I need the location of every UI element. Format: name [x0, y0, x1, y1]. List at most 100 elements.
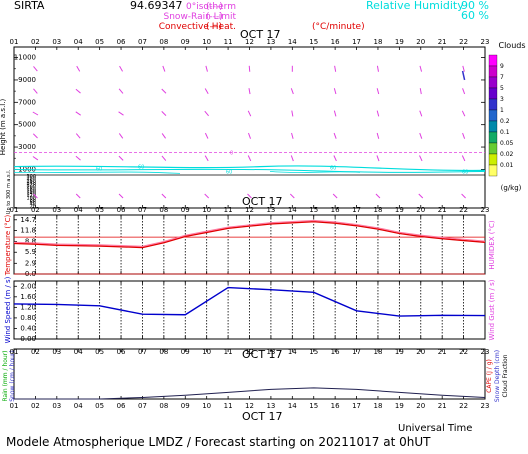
hour-label-bottom-20: 20	[416, 402, 425, 410]
hour-label-bottom-12: 12	[245, 402, 254, 410]
cloud-panel: Height (m a.s.l.)11000900070005000300010…	[0, 54, 486, 214]
hour-label-p4-20: 20	[416, 348, 425, 356]
temp-tick-2.9: 2.9	[25, 259, 36, 267]
hour-label-p4-15: 15	[309, 348, 318, 356]
colorbar-level-0.2: 0.2	[500, 118, 510, 125]
colorbar-swatch-8	[488, 142, 498, 155]
colorbar-level-3: 3	[500, 96, 504, 103]
hour-label-top-02: 02	[31, 38, 40, 46]
hour-label-p4-23: 23	[481, 348, 490, 356]
height-tick-11000: 11000	[14, 54, 36, 62]
wind-barb-2000-3	[75, 155, 81, 161]
wind-barb-10000-1	[33, 66, 38, 72]
temp-tick-8.8: 8.8	[25, 238, 36, 246]
snow-axis-label: Snow (cm / hour)	[9, 350, 16, 402]
wind-barb-2000-19	[419, 155, 423, 162]
hour-label-p4-07: 07	[138, 348, 147, 356]
hour-label-p4-01: 01	[10, 348, 19, 356]
height-low-tick-100: 100	[26, 195, 36, 201]
hour-label-p2-10: 10	[202, 206, 211, 214]
wind-barb-8000-19	[419, 88, 422, 95]
rain-panel: Rain (mm / hour) Snow (cm / hour) CAPE (J …	[2, 350, 509, 402]
wind-barb-4000-3	[75, 133, 81, 139]
hour-label-top-03: 03	[52, 38, 61, 46]
colorbar-swatch-4	[488, 98, 498, 111]
hour-label-top-21: 21	[438, 38, 447, 46]
temperature-panel: Temperature (°C) HUMIDEX (°C)0.02.95.98.8…	[4, 215, 496, 278]
wind-barb-6000-9	[204, 110, 209, 117]
temp-tick-14.7: 14.7	[20, 216, 36, 224]
grid	[13, 47, 486, 399]
wind-barb-4000-19	[419, 132, 423, 139]
hour-label-bottom-01: 01	[10, 402, 19, 410]
hour-label-p2-22: 22	[459, 206, 468, 214]
height-tick-7000: 7000	[18, 98, 36, 106]
wind-barb-low-1	[33, 193, 38, 199]
wind-barb-low-5	[118, 193, 124, 199]
colorbar-level-0.02: 0.02	[500, 151, 514, 158]
hour-label-p2-01: 01	[10, 206, 19, 214]
hour-label-bottom-16: 16	[331, 402, 340, 410]
cloud-fraction-axis-label: Cloud Fraction	[502, 354, 509, 397]
wind-barb-8000-15	[333, 88, 337, 95]
hour-label-bottom-10: 10	[202, 402, 211, 410]
wind-barb-4000-5	[118, 133, 124, 139]
humidity-label: Relative Humidity	[366, 0, 464, 12]
wind-panel: Wind Speed (m / s) Wind Gust (m / s) 0.00 0…	[4, 276, 496, 343]
height-low-tick-260: 260	[26, 178, 36, 184]
humidity-contour-90	[13, 165, 486, 172]
date-label-top: OCT 17	[240, 28, 281, 41]
hour-label-top-09: 09	[181, 38, 190, 46]
hour-label-top-01: 01	[10, 38, 19, 46]
axes-labels: 01 02 03 04 05 06 07 08 09 10 11 12 13 14 15 16 17 18 19 20…	[10, 38, 490, 410]
wind-barb-low-11	[247, 193, 252, 199]
wind-barb-10000-5	[119, 65, 123, 72]
legend-swatch-1: (---)	[206, 12, 223, 22]
wind-barb-8000-21	[462, 88, 466, 95]
colorbar-swatch-9	[488, 153, 498, 166]
height-low-tick-20: 20	[30, 204, 36, 210]
hour-label-bottom-03: 03	[52, 402, 61, 410]
hour-label-top-19: 19	[395, 38, 404, 46]
colorbar-level-7: 7	[500, 74, 504, 81]
wind-barb-10000-9	[205, 65, 208, 72]
hour-label-bottom-21: 21	[438, 402, 447, 410]
hour-label-top-16: 16	[331, 38, 340, 46]
hour-label-bottom-19: 19	[395, 402, 404, 410]
wind-barb-10000-19	[419, 65, 423, 72]
hour-label-p4-21: 21	[438, 348, 447, 356]
colorbar-swatch-5	[488, 109, 498, 122]
wind-barb-low-3	[75, 193, 81, 199]
humidity-value-90: 90 %	[461, 0, 489, 12]
wind-barb-strong	[461, 70, 466, 81]
hour-label-p4-12: 12	[245, 348, 254, 356]
wind-barb-4000-17	[376, 132, 380, 139]
hour-label-p4-06: 06	[117, 348, 126, 356]
hour-label-top-23: 23	[481, 38, 490, 46]
hour-label-p2-02: 02	[31, 206, 40, 214]
hour-label-top-04: 04	[74, 38, 83, 46]
wind-barb-low-19	[418, 193, 424, 199]
wind-barb-6000-1	[32, 111, 39, 116]
hour-label-p4-19: 19	[395, 348, 404, 356]
humidity-contour-60	[13, 168, 486, 173]
hour-label-p4-09: 09	[181, 348, 190, 356]
time-label: Universal Time	[398, 423, 472, 434]
colorbar-swatch-0	[488, 54, 498, 67]
height-low-tick-140: 140	[26, 191, 36, 197]
colorbar-swatch-7	[488, 131, 498, 144]
colorbar-level-0.05: 0.05	[500, 140, 514, 147]
height-tick-5000: 5000	[18, 121, 36, 129]
colorbar-swatch-1	[488, 65, 498, 78]
wind-barb-2000-13	[290, 155, 294, 162]
hour-label-bottom-22: 22	[459, 402, 468, 410]
height-low-tick-300: 300	[26, 174, 36, 180]
wind-barb-low-9	[204, 193, 210, 199]
wind-barb-2000-21	[461, 155, 466, 162]
wind-barb-8000-13	[290, 88, 294, 95]
hour-label-top-13: 13	[266, 38, 275, 46]
wind-barb-4000-7	[161, 133, 166, 139]
wind-tick-0.4: 0.40	[20, 324, 36, 332]
wind-barb-2000-15	[333, 155, 337, 162]
